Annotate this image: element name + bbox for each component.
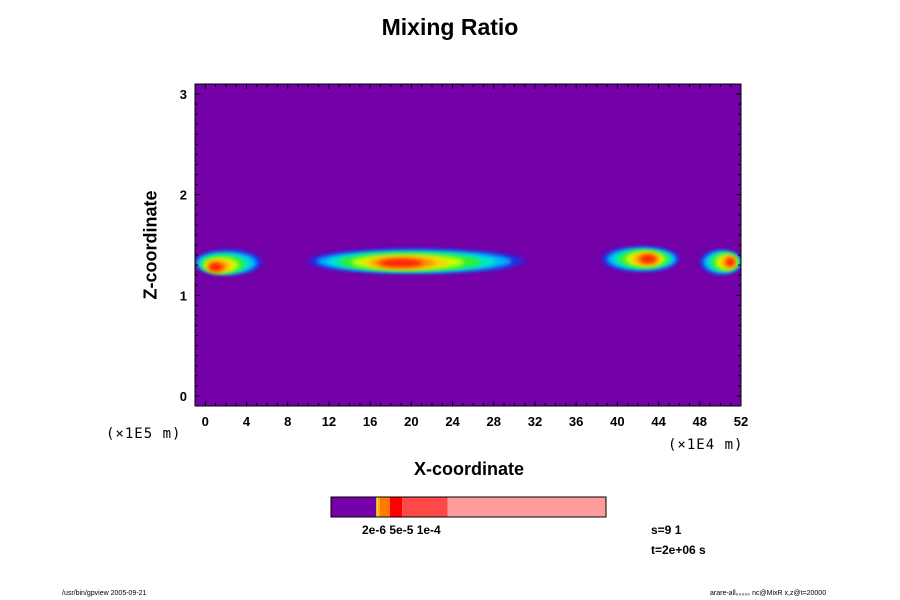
colorbar-segment <box>376 497 378 517</box>
colorbar-segment <box>389 497 403 517</box>
y-tick-label: 2 <box>180 188 187 203</box>
x-tick-label: 0 <box>202 414 209 429</box>
x-tick-label: 24 <box>445 414 460 429</box>
colorbar-segment <box>402 497 448 517</box>
plume-4 <box>699 250 741 275</box>
x-unit-label: (×1E4 m) <box>668 437 744 453</box>
colorbar-segment <box>379 497 390 517</box>
x-tick-label: 52 <box>734 414 748 429</box>
plume-layer <box>195 247 741 275</box>
footer-right: arare-all₀₀₀₀₀ nc@MixR x,z@t=20000 <box>710 590 827 597</box>
step-label: s=9 1 <box>651 523 682 537</box>
y-tick-label: 0 <box>180 389 187 404</box>
plume-2-contour-8 <box>379 259 423 268</box>
plume-2 <box>308 249 525 274</box>
chart-title: Mixing Ratio <box>381 14 519 40</box>
plot-area <box>195 84 741 406</box>
info-panel: s=9 1 t=2e+06 s <box>651 520 706 560</box>
x-tick-label: 12 <box>322 414 336 429</box>
x-tick-group: 0 4 8 12 16 20 24 28 32 36 40 44 48 52 <box>202 84 748 429</box>
time-label: t=2e+06 s <box>651 543 706 557</box>
y-tick-label: 3 <box>180 87 187 102</box>
x-tick-label: 36 <box>569 414 583 429</box>
x-tick-label: 40 <box>610 414 624 429</box>
x-tick-label: 16 <box>363 414 377 429</box>
x-tick-label: 32 <box>528 414 542 429</box>
plume-3 <box>601 247 680 272</box>
colorbar-segment <box>331 497 377 517</box>
colorbar-segment <box>447 497 606 517</box>
x-tick-label: 4 <box>243 414 251 429</box>
colorbar-frame <box>330 496 607 518</box>
plume-4-contour-8 <box>726 258 735 267</box>
x-tick-label: 28 <box>487 414 501 429</box>
colorbar <box>330 496 607 518</box>
plume-1-contour-8 <box>208 263 223 272</box>
x-tick-label: 8 <box>284 414 291 429</box>
x-tick-label: 20 <box>404 414 418 429</box>
z-unit-label: (×1E5 m) <box>106 426 182 442</box>
footer-left: /usr/bin/gpview 2005-09-21 <box>62 590 147 597</box>
y-tick-label: 1 <box>180 288 187 303</box>
x-axis-label: X-coordinate <box>413 459 524 479</box>
colorbar-tick-labels: 2e-6 5e-5 1e-4 <box>362 523 441 537</box>
y-tick-group: 0 1 2 3 <box>180 83 741 407</box>
x-tick-label: 48 <box>693 414 707 429</box>
colorbar-segment <box>377 497 380 517</box>
plume-1 <box>195 250 262 275</box>
plume-3-contour-8 <box>640 255 657 264</box>
x-tick-label: 44 <box>651 414 666 429</box>
